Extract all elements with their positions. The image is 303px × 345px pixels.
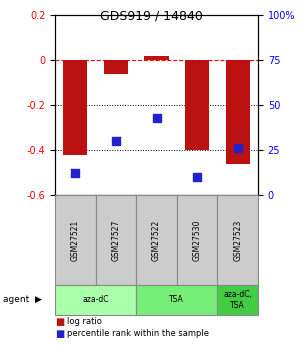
Text: percentile rank within the sample: percentile rank within the sample (67, 329, 209, 338)
Bar (185, 60, 209, 150)
Point (114, 138, 118, 144)
Point (154, 115, 159, 120)
Text: aza-dC,
TSA: aza-dC, TSA (223, 290, 252, 310)
Bar (225, 60, 250, 164)
Text: TSA: TSA (169, 296, 184, 305)
Bar (144, 56, 169, 60)
Text: GSM27521: GSM27521 (71, 219, 80, 260)
Text: GSM27527: GSM27527 (112, 219, 120, 261)
Text: GSM27530: GSM27530 (193, 219, 201, 261)
Text: GSM27522: GSM27522 (152, 219, 161, 260)
Text: aza-dC: aza-dC (82, 296, 109, 305)
Text: agent  ▶: agent ▶ (3, 296, 42, 305)
Text: GDS919 / 14840: GDS919 / 14840 (100, 10, 203, 23)
Point (73, 171, 78, 176)
Text: ■: ■ (55, 329, 64, 339)
Bar (104, 60, 128, 73)
Point (235, 146, 240, 151)
Text: ■: ■ (55, 317, 64, 327)
Text: log ratio: log ratio (67, 317, 102, 326)
Bar (63, 60, 88, 155)
Text: GSM27523: GSM27523 (233, 219, 242, 261)
Point (195, 174, 199, 180)
